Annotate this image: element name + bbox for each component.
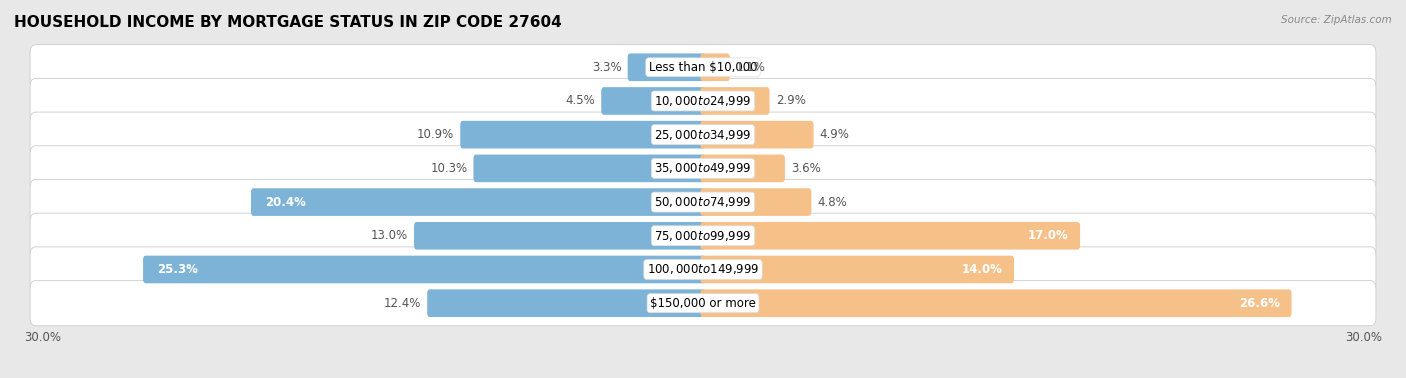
FancyBboxPatch shape (700, 155, 785, 182)
Text: 26.6%: 26.6% (1239, 297, 1279, 310)
FancyBboxPatch shape (700, 87, 769, 115)
Text: 10.9%: 10.9% (416, 128, 454, 141)
FancyBboxPatch shape (700, 256, 1014, 283)
Text: 3.6%: 3.6% (792, 162, 821, 175)
FancyBboxPatch shape (474, 155, 706, 182)
FancyBboxPatch shape (30, 45, 1376, 90)
FancyBboxPatch shape (627, 53, 706, 81)
FancyBboxPatch shape (700, 289, 1292, 317)
Text: $25,000 to $34,999: $25,000 to $34,999 (654, 128, 752, 142)
Text: $35,000 to $49,999: $35,000 to $49,999 (654, 161, 752, 175)
FancyBboxPatch shape (427, 289, 706, 317)
FancyBboxPatch shape (30, 78, 1376, 124)
Text: $75,000 to $99,999: $75,000 to $99,999 (654, 229, 752, 243)
FancyBboxPatch shape (30, 280, 1376, 326)
Text: 13.0%: 13.0% (371, 229, 408, 242)
Text: 12.4%: 12.4% (384, 297, 420, 310)
Text: 14.0%: 14.0% (962, 263, 1002, 276)
Text: 10.3%: 10.3% (430, 162, 467, 175)
Text: 17.0%: 17.0% (1028, 229, 1069, 242)
FancyBboxPatch shape (30, 146, 1376, 191)
FancyBboxPatch shape (30, 213, 1376, 258)
Text: $150,000 or more: $150,000 or more (650, 297, 756, 310)
Text: 25.3%: 25.3% (156, 263, 198, 276)
FancyBboxPatch shape (252, 188, 706, 216)
Legend: Without Mortgage, With Mortgage: Without Mortgage, With Mortgage (574, 375, 832, 378)
Text: $50,000 to $74,999: $50,000 to $74,999 (654, 195, 752, 209)
Text: HOUSEHOLD INCOME BY MORTGAGE STATUS IN ZIP CODE 27604: HOUSEHOLD INCOME BY MORTGAGE STATUS IN Z… (14, 15, 562, 30)
Text: 4.5%: 4.5% (565, 94, 595, 107)
Text: Less than $10,000: Less than $10,000 (648, 61, 758, 74)
Text: $10,000 to $24,999: $10,000 to $24,999 (654, 94, 752, 108)
FancyBboxPatch shape (30, 247, 1376, 292)
FancyBboxPatch shape (143, 256, 706, 283)
Text: 20.4%: 20.4% (264, 195, 305, 209)
Text: 3.3%: 3.3% (592, 61, 621, 74)
Text: $100,000 to $149,999: $100,000 to $149,999 (647, 262, 759, 276)
FancyBboxPatch shape (602, 87, 706, 115)
FancyBboxPatch shape (700, 121, 814, 149)
FancyBboxPatch shape (700, 188, 811, 216)
FancyBboxPatch shape (30, 180, 1376, 225)
Text: 2.9%: 2.9% (776, 94, 806, 107)
FancyBboxPatch shape (700, 53, 730, 81)
Text: 4.8%: 4.8% (817, 195, 848, 209)
Text: 1.1%: 1.1% (737, 61, 766, 74)
FancyBboxPatch shape (30, 112, 1376, 157)
FancyBboxPatch shape (700, 222, 1080, 249)
Text: Source: ZipAtlas.com: Source: ZipAtlas.com (1281, 15, 1392, 25)
FancyBboxPatch shape (460, 121, 706, 149)
FancyBboxPatch shape (413, 222, 706, 249)
Text: 4.9%: 4.9% (820, 128, 849, 141)
